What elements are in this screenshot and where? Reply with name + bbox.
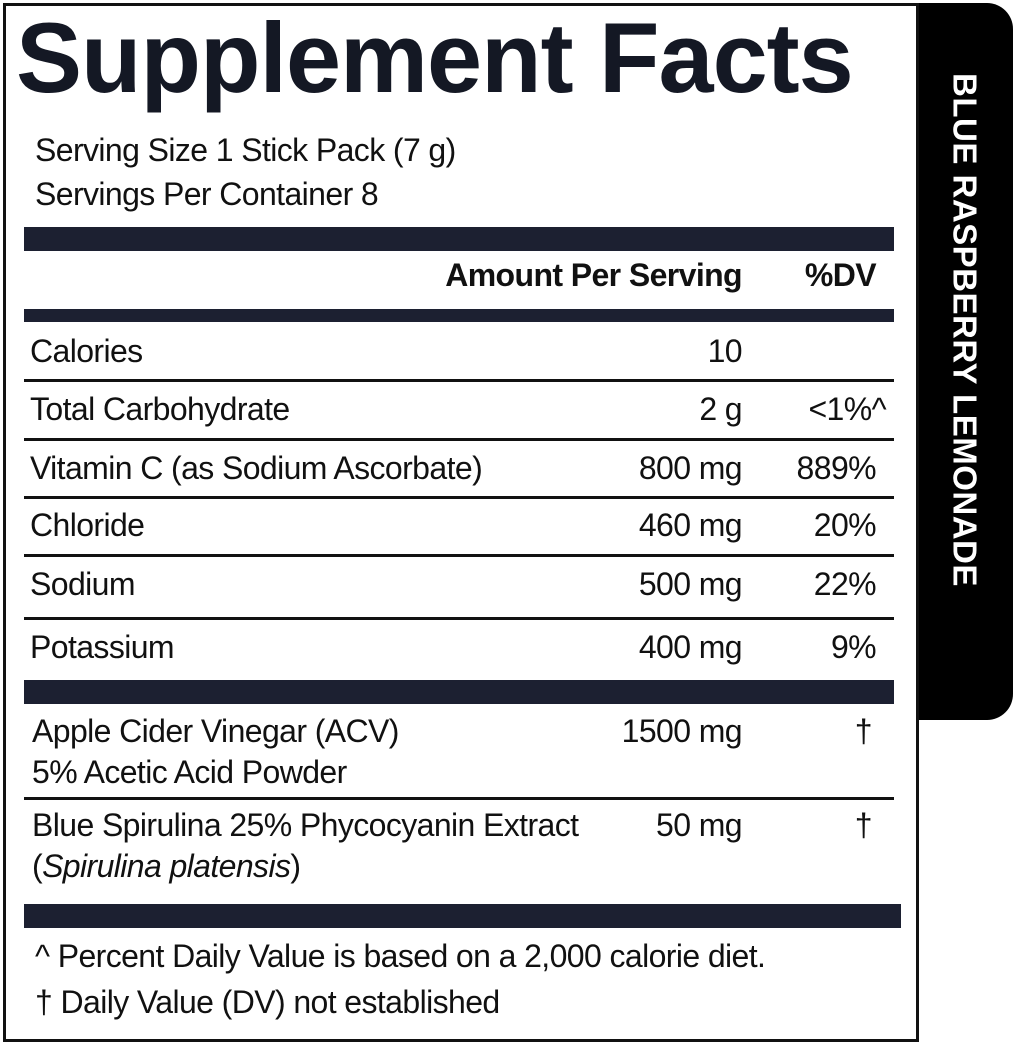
flavor-label: BLUE RASPBERRY LEMONADE xyxy=(946,73,984,587)
row-dv: <1%^ xyxy=(808,391,886,427)
divider-bar xyxy=(24,309,894,322)
row-amount: 400 mg xyxy=(638,629,743,665)
row-amount: 50 mg xyxy=(656,807,743,843)
row-divider xyxy=(24,438,894,441)
row-name: Apple Cider Vinegar (ACV) xyxy=(32,713,399,749)
row-dv: † xyxy=(854,807,873,843)
serving-size: Serving Size 1 Stick Pack (7 g) xyxy=(35,132,456,168)
row-name: Total Carbohydrate xyxy=(30,391,290,427)
divider-bar xyxy=(24,904,901,928)
row-amount: 10 xyxy=(707,333,743,369)
paren-open: ( xyxy=(32,848,43,884)
divider-bar xyxy=(24,227,894,251)
header-dv: %DV xyxy=(804,257,877,293)
row-divider xyxy=(24,379,894,382)
row-divider xyxy=(24,797,894,800)
row-amount: 460 mg xyxy=(638,507,743,543)
row-name-sub: 5% Acetic Acid Powder xyxy=(32,754,347,790)
row-divider xyxy=(24,617,894,620)
footnote-dv: ^ Percent Daily Value is based on a 2,00… xyxy=(35,938,766,974)
row-name-sub: (Spirulina platensis) xyxy=(32,846,301,887)
row-name: Calories xyxy=(30,333,143,369)
row-dv: † xyxy=(854,713,873,749)
row-name: Blue Spirulina 25% Phycocyanin Extract xyxy=(32,807,579,843)
footnote-dagger: † Daily Value (DV) not established xyxy=(35,984,500,1020)
row-name: Potassium xyxy=(30,629,175,665)
row-name: Chloride xyxy=(30,507,145,543)
row-amount: 2 g xyxy=(699,391,742,427)
row-dv: 20% xyxy=(813,507,877,543)
row-divider xyxy=(24,496,894,499)
row-dv: 22% xyxy=(813,566,877,602)
supplement-facts-panel xyxy=(3,3,919,1042)
row-name: Vitamin C (as Sodium Ascorbate) xyxy=(30,450,483,486)
row-amount: 1500 mg xyxy=(621,713,743,749)
header-amount: Amount Per Serving xyxy=(445,257,742,293)
paren-close: ) xyxy=(290,848,301,884)
divider-bar xyxy=(24,680,894,704)
row-divider xyxy=(24,554,894,557)
flavor-tab: BLUE RASPBERRY LEMONADE xyxy=(917,3,1013,720)
row-dv: 889% xyxy=(796,450,877,486)
row-name: Sodium xyxy=(30,566,136,602)
row-dv: 9% xyxy=(830,629,877,665)
row-amount: 800 mg xyxy=(638,450,743,486)
page-title: Supplement Facts xyxy=(16,2,854,113)
servings-per-container: Servings Per Container 8 xyxy=(35,176,379,212)
latin-name: Spirulina platensis xyxy=(42,848,291,884)
row-amount: 500 mg xyxy=(638,566,743,602)
